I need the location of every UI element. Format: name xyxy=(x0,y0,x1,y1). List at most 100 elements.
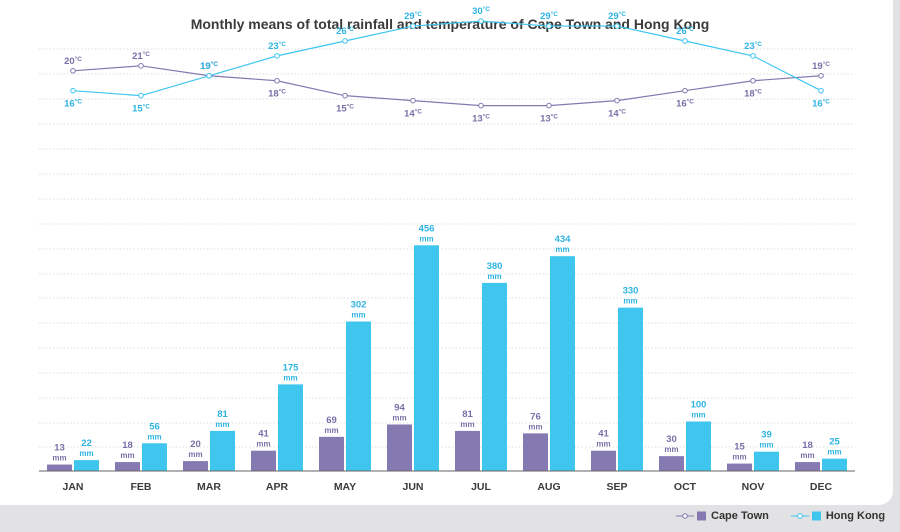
temp-label: 16°C xyxy=(812,98,830,110)
bar-hong-kong-oct xyxy=(686,421,711,471)
bar-value-label: 39 xyxy=(761,430,772,441)
month-label-oct: OCT xyxy=(674,481,697,493)
bar-unit-label: mm xyxy=(759,441,773,450)
temp-label: 23°C xyxy=(744,40,762,52)
temp-label: 16°C xyxy=(676,98,694,110)
bar-cape-town-may xyxy=(319,436,344,471)
bar-value-label: 18 xyxy=(122,440,133,451)
point-hong-kong-may xyxy=(342,38,348,44)
x-axis: JAN FEB MAR APR MAY JUN JUL AUG SEP OCT NOV DEC xyxy=(39,470,855,493)
point-cape-town-sep xyxy=(614,97,620,104)
legend-label-hong-kong: Hong Kong xyxy=(825,510,886,522)
point-cape-town-jun xyxy=(410,97,416,104)
bar-value-label: 41 xyxy=(598,429,609,440)
bar-cape-town-feb xyxy=(115,462,140,471)
bar-value-label: 20 xyxy=(190,439,201,450)
point-cape-town-apr xyxy=(274,77,280,84)
bar-hong-kong-jun xyxy=(414,245,439,471)
line-hong-kong xyxy=(72,20,822,97)
bar-value-label: 18 xyxy=(802,440,813,451)
bar-hong-kong-dec xyxy=(822,458,847,471)
chart-card: Monthly means of total rainfall and temp… xyxy=(0,0,893,505)
month-label-apr: APR xyxy=(266,481,289,493)
point-hong-kong-mar xyxy=(206,72,212,79)
bar-unit-label: mm xyxy=(283,373,297,382)
bar-value-label: 302 xyxy=(351,300,367,311)
bar-unit-label: mm xyxy=(52,454,66,463)
bar-unit-label: mm xyxy=(528,422,542,431)
temperature-lines: 20°C 21°C 19°C 18°C 15°C 14°C 13°C 13°C 14°C 16°C… xyxy=(64,5,830,124)
bar-hong-kong-mar xyxy=(210,430,235,471)
bar-cape-town-aug xyxy=(523,433,548,471)
point-hong-kong-aug xyxy=(546,23,552,29)
legend: Cape Town Hong Kong xyxy=(676,505,885,527)
month-label-feb: FEB xyxy=(131,481,152,493)
bar-value-label: 434 xyxy=(555,234,572,245)
bar-unit-label: mm xyxy=(555,245,569,254)
month-label-jul: JUL xyxy=(471,481,491,493)
bar-value-label: 380 xyxy=(487,261,503,272)
point-hong-kong-dec xyxy=(818,87,824,94)
bar-unit-label: mm xyxy=(732,453,746,462)
bar-value-label: 22 xyxy=(81,438,92,449)
temp-label: 18°C xyxy=(268,88,286,100)
bar-unit-label: mm xyxy=(419,234,433,243)
temp-label: 20°C xyxy=(64,55,82,67)
legend-item-hong-kong: Hong Kong xyxy=(790,510,886,522)
temp-label: 26°C xyxy=(336,25,354,37)
bar-hong-kong-jul xyxy=(482,282,507,471)
bar-value-label: 94 xyxy=(394,402,405,413)
legend-item-cape-town: Cape Town xyxy=(676,510,769,522)
bar-value-label: 175 xyxy=(283,362,300,373)
bar-cape-town-dec xyxy=(795,462,820,471)
month-label-nov: NOV xyxy=(742,481,765,493)
bar-value-label: 81 xyxy=(217,409,228,420)
bar-cape-town-apr xyxy=(251,450,276,471)
bar-value-label: 13 xyxy=(54,443,65,454)
temp-label: 13°C xyxy=(540,113,558,125)
bar-unit-label: mm xyxy=(623,297,637,306)
bar-cape-town-oct xyxy=(659,456,684,471)
temp-label: 18°C xyxy=(744,88,762,100)
line-cape-town xyxy=(72,65,822,107)
bar-cape-town-jul xyxy=(455,430,480,471)
temp-label: 29°C xyxy=(608,10,626,22)
point-hong-kong-feb xyxy=(138,92,144,99)
bar-hong-kong-feb xyxy=(142,443,167,471)
legend-label-cape-town: Cape Town xyxy=(711,510,769,522)
bar-unit-label: mm xyxy=(800,451,814,460)
point-cape-town-nov xyxy=(750,77,756,84)
bar-hong-kong-apr xyxy=(278,384,303,471)
gridlines xyxy=(39,48,855,448)
bar-hong-kong-aug xyxy=(550,256,575,471)
month-label-mar: MAR xyxy=(197,481,221,493)
temp-label: 29°C xyxy=(540,10,558,22)
bar-unit-label: mm xyxy=(147,432,161,441)
month-label-sep: SEP xyxy=(606,481,627,493)
point-cape-town-may xyxy=(342,92,348,99)
temp-label: 21°C xyxy=(132,50,150,62)
temp-label: 23°C xyxy=(268,40,286,52)
bar-unit-label: mm xyxy=(120,451,134,460)
point-hong-kong-apr xyxy=(274,53,280,59)
temp-label: 16°C xyxy=(64,98,82,110)
bar-unit-label: mm xyxy=(487,272,501,281)
month-label-aug: AUG xyxy=(537,481,560,493)
bar-cape-town-jan xyxy=(47,464,72,471)
bar-cape-town-nov xyxy=(727,463,752,471)
bar-unit-label: mm xyxy=(596,440,610,449)
bar-cape-town-sep xyxy=(591,450,616,471)
point-hong-kong-jun xyxy=(410,23,416,29)
bar-unit-label: mm xyxy=(79,449,93,458)
month-label-may: MAY xyxy=(334,481,356,493)
point-cape-town-dec xyxy=(818,72,824,79)
bar-unit-label: mm xyxy=(256,440,270,449)
point-cape-town-oct xyxy=(682,87,688,94)
legend-hong-kong-marker-icon xyxy=(790,511,821,521)
point-hong-kong-jan xyxy=(70,87,76,94)
bar-unit-label: mm xyxy=(664,445,678,454)
chart-area: 20°C 21°C 19°C 18°C 15°C 14°C 13°C 13°C 14°C 16°C… xyxy=(39,5,855,493)
point-cape-town-feb xyxy=(138,63,144,69)
point-hong-kong-oct xyxy=(682,38,688,44)
bar-unit-label: mm xyxy=(188,450,202,459)
